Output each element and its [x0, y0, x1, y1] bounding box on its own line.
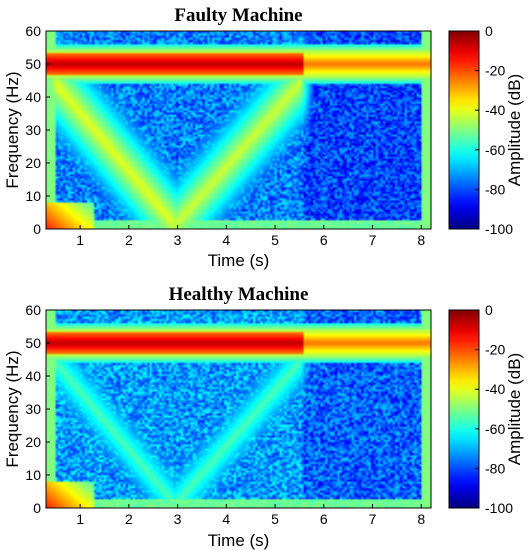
spectrogram-heatmap	[46, 310, 431, 508]
chart-panel-faulty: Faulty Machine 1 2 3 4 5 6 7 8 0 10 20 30 40 50 60 Time …	[3, 5, 524, 270]
y-tick-label: 60	[25, 302, 41, 318]
colorbar-tick-label: -80	[485, 460, 505, 476]
chart-title: Healthy Machine	[169, 284, 309, 305]
x-tick-label: 5	[271, 232, 279, 248]
y-tick-label: 30	[25, 401, 41, 417]
colorbar-tick-label: -20	[485, 63, 505, 79]
colorbar-tick-label: -40	[485, 102, 505, 118]
x-tick-label: 4	[222, 232, 230, 248]
x-tick-label: 3	[174, 232, 182, 248]
colorbar	[448, 309, 480, 509]
y-tick-label: 20	[25, 155, 41, 171]
x-tick-label: 4	[222, 511, 230, 527]
x-tick-label: 6	[320, 511, 328, 527]
x-tick-label: 1	[76, 511, 84, 527]
x-tick-label: 2	[125, 511, 133, 527]
x-axis-label: Time (s)	[208, 251, 270, 270]
chart-title: Faulty Machine	[174, 5, 302, 26]
y-tick-label: 30	[25, 122, 41, 138]
colorbar-tick-label: -100	[485, 221, 513, 237]
x-tick-label: 7	[369, 232, 377, 248]
colorbar	[448, 30, 480, 230]
y-tick-label: 50	[25, 56, 41, 72]
y-tick-label: 10	[25, 467, 41, 483]
spectrogram-heatmap	[46, 31, 431, 229]
colorbar-tick-label: -60	[485, 421, 505, 437]
colorbar-tick-label: -20	[485, 342, 505, 358]
y-tick-label: 10	[25, 188, 41, 204]
x-axis-label: Time (s)	[208, 531, 270, 550]
y-tick-label: 40	[25, 89, 41, 105]
x-tick-label: 8	[417, 511, 425, 527]
colorbar-tick-label: -100	[485, 500, 513, 516]
x-tick-label: 7	[369, 511, 377, 527]
y-tick-label: 0	[33, 500, 41, 516]
colorbar-tick-label: -60	[485, 142, 505, 158]
x-tick-label: 3	[174, 511, 182, 527]
y-tick-label: 40	[25, 368, 41, 384]
y-tick-label: 60	[25, 23, 41, 39]
x-tick-label: 1	[76, 232, 84, 248]
y-tick-label: 0	[33, 221, 41, 237]
y-tick-label: 20	[25, 434, 41, 450]
y-tick-label: 50	[25, 335, 41, 351]
colorbar-label: Amplitude (dB)	[505, 74, 524, 186]
x-tick-label: 8	[417, 232, 425, 248]
y-axis-label: Frequency (Hz)	[3, 350, 22, 467]
x-tick-label: 2	[125, 232, 133, 248]
colorbar-label: Amplitude (dB)	[505, 353, 524, 465]
chart-panel-healthy: Healthy Machine 1 2 3 4 5 6 7 8 0 10 20 30 40 50 60 Time…	[3, 284, 524, 550]
x-tick-label: 6	[320, 232, 328, 248]
colorbar-tick-label: -80	[485, 181, 505, 197]
colorbar-tick-label: -40	[485, 381, 505, 397]
colorbar-tick-label: 0	[485, 23, 493, 39]
y-axis-label: Frequency (Hz)	[3, 71, 22, 188]
x-tick-label: 5	[271, 511, 279, 527]
colorbar-tick-label: 0	[485, 302, 493, 318]
